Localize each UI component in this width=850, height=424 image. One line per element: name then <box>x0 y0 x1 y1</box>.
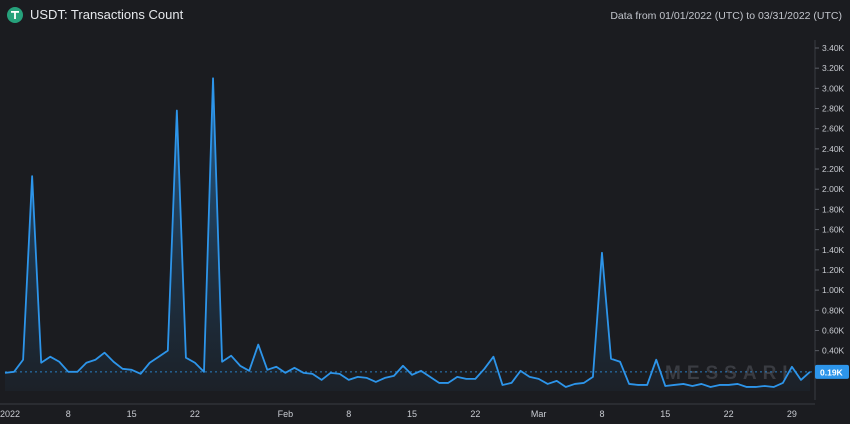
chart-title: USDT: Transactions Count <box>30 7 184 22</box>
y-tick-label: 2.40K <box>822 144 845 154</box>
y-tick-label: 0.40K <box>822 346 845 356</box>
last-value-label: 0.19K <box>820 367 844 377</box>
y-tick-label: 2.00K <box>822 184 845 194</box>
x-tick-label: Feb <box>278 409 294 419</box>
date-range: Data from 01/01/2022 (UTC) to 03/31/2022… <box>610 10 842 22</box>
x-tick-label: 15 <box>407 409 417 419</box>
chart-header: USDT: Transactions Count Data from 01/01… <box>0 0 850 34</box>
tether-logo-icon <box>7 7 23 23</box>
y-tick-label: 3.40K <box>822 43 845 53</box>
y-tick-label: 2.60K <box>822 124 845 134</box>
y-tick-label: 1.40K <box>822 245 845 255</box>
y-tick-label: 0.60K <box>822 325 845 335</box>
y-tick-label: 1.80K <box>822 204 845 214</box>
x-tick-label: 15 <box>660 409 670 419</box>
y-tick-label: 1.20K <box>822 265 845 275</box>
y-tick-label: 2.80K <box>822 104 845 114</box>
x-tick-label: 22 <box>724 409 734 419</box>
watermark: MESSARI <box>665 363 794 384</box>
y-axis: 0.20K0.40K0.60K0.80K1.00K1.20K1.40K1.60K… <box>814 40 845 400</box>
series-line <box>4 77 811 388</box>
x-tick-label: 22 <box>190 409 200 419</box>
x-tick-label: Mar <box>531 409 547 419</box>
y-tick-label: 1.60K <box>822 225 845 235</box>
x-tick-label: 29 <box>787 409 797 419</box>
x-tick-label: 8 <box>599 409 604 419</box>
y-tick-label: 3.20K <box>822 63 845 73</box>
last-value-badge <box>815 364 849 379</box>
series-marks: 0.19K <box>4 77 849 391</box>
x-tick-label: 8 <box>66 409 71 419</box>
x-tick-label: 15 <box>127 409 137 419</box>
x-tick-label: 2022 <box>0 409 20 419</box>
y-tick-label: 2.20K <box>822 164 845 174</box>
x-axis: 2022 8 15 22 Feb 8 15 22 Mar 8 15 22 29 <box>0 403 815 419</box>
series-area <box>5 78 810 391</box>
x-tick-label: 22 <box>470 409 480 419</box>
y-tick-label: 0.80K <box>822 305 845 315</box>
y-tick-label: 1.00K <box>822 285 845 295</box>
x-tick-label: 8 <box>346 409 351 419</box>
y-tick-label: 3.00K <box>822 83 845 93</box>
